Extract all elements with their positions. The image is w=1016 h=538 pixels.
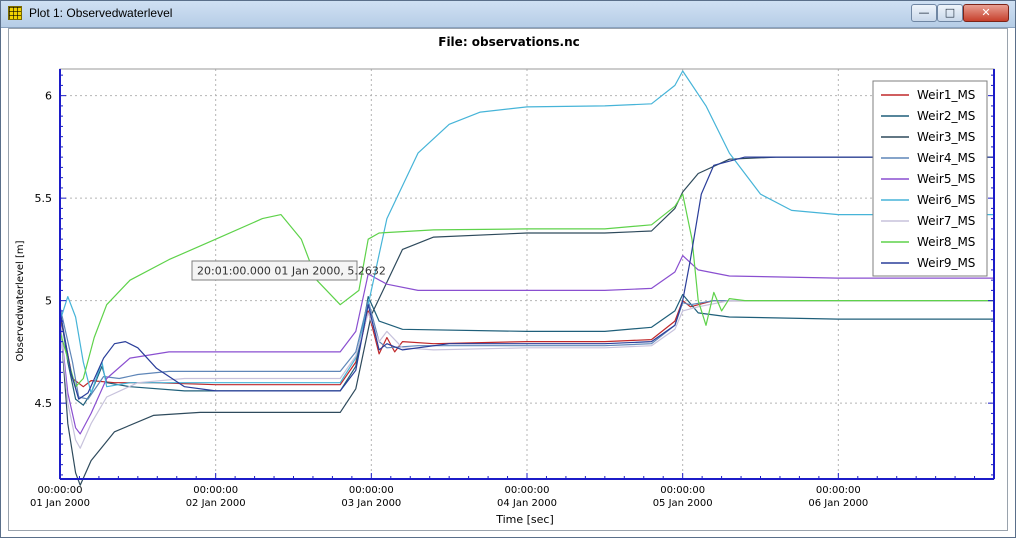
maximize-button[interactable]: □ bbox=[937, 4, 963, 22]
y-tick-label-3: 6 bbox=[45, 90, 52, 103]
minimize-button[interactable]: — bbox=[911, 4, 937, 22]
y-axis-label: Observedwaterlevel [m] bbox=[15, 240, 26, 361]
x-axis-label: Time [sec] bbox=[495, 513, 554, 526]
series-line-weir6-ms bbox=[59, 70, 994, 394]
legend[interactable]: Weir1_MS Weir2_MS Weir3_MS Weir4_MS Weir5_MS… bbox=[872, 80, 988, 277]
series-line-weir8-ms bbox=[59, 193, 994, 388]
x-tick-label-time-4: 00:00:00 bbox=[660, 485, 705, 496]
chart-title: File: observations.nc bbox=[438, 35, 580, 49]
x-tick-label-date-0: 01 Jan 2000 bbox=[30, 498, 90, 509]
legend-entry-6: Weir7_MS bbox=[917, 214, 975, 228]
legend-entry-1: Weir2_MS bbox=[917, 109, 975, 123]
legend-entry-3: Weir4_MS bbox=[917, 151, 975, 165]
legend-entry-4: Weir5_MS bbox=[917, 172, 975, 186]
x-tick-label-time-0: 00:00:00 bbox=[38, 485, 83, 496]
x-tick-label-date-5: 06 Jan 2000 bbox=[808, 498, 868, 509]
x-tick-label-time-2: 00:00:00 bbox=[349, 485, 394, 496]
x-tick-label-date-2: 03 Jan 2000 bbox=[341, 498, 401, 509]
x-tick-label-time-1: 00:00:00 bbox=[193, 485, 238, 496]
legend-entry-0: Weir1_MS bbox=[917, 88, 975, 102]
series-line-weir4-ms bbox=[59, 300, 994, 400]
tooltip: 20:01:00.000 01 Jan 2000, 5.2632 bbox=[191, 260, 386, 281]
series-line-weir9-ms bbox=[59, 156, 994, 400]
x-tick-label-time-3: 00:00:00 bbox=[505, 485, 550, 496]
tooltip-text: 20:01:00.000 01 Jan 2000, 5.2632 bbox=[197, 265, 386, 278]
legend-entry-2: Weir3_MS bbox=[917, 130, 975, 144]
tick-labels: 4.5 5 5.5 6 00:00:00 01 Jan 2000 00:00:00 02 Ja… bbox=[30, 90, 868, 509]
grid-lines bbox=[59, 69, 994, 479]
plot-grid-icon bbox=[8, 6, 22, 20]
plot-area-frame: File: observations.nc Time [sec] Observe… bbox=[8, 28, 1008, 531]
legend-entry-5: Weir6_MS bbox=[917, 193, 975, 207]
x-tick-label-date-4: 05 Jan 2000 bbox=[653, 498, 713, 509]
x-tick-label-date-3: 04 Jan 2000 bbox=[497, 498, 557, 509]
window-title: Plot 1: Observedwaterlevel bbox=[29, 6, 173, 20]
tooltip-box bbox=[191, 260, 358, 281]
y-tick-label-2: 5.5 bbox=[35, 192, 53, 205]
x-tick-label-time-5: 00:00:00 bbox=[816, 485, 861, 496]
y-tick-label-0: 4.5 bbox=[35, 397, 53, 410]
title-bar[interactable]: Plot 1: Observedwaterlevel — □ ✕ bbox=[1, 1, 1015, 28]
series-lines bbox=[59, 70, 994, 486]
y-tick-label-1: 5 bbox=[45, 295, 52, 308]
chart-canvas[interactable]: File: observations.nc Time [sec] Observe… bbox=[9, 29, 1007, 530]
series-line-weir5-ms bbox=[59, 255, 994, 435]
axes bbox=[59, 68, 995, 480]
close-button[interactable]: ✕ bbox=[963, 4, 1009, 22]
legend-entry-8: Weir9_MS bbox=[917, 256, 975, 270]
legend-entry-7: Weir8_MS bbox=[917, 235, 975, 249]
x-tick-label-date-1: 02 Jan 2000 bbox=[186, 498, 246, 509]
